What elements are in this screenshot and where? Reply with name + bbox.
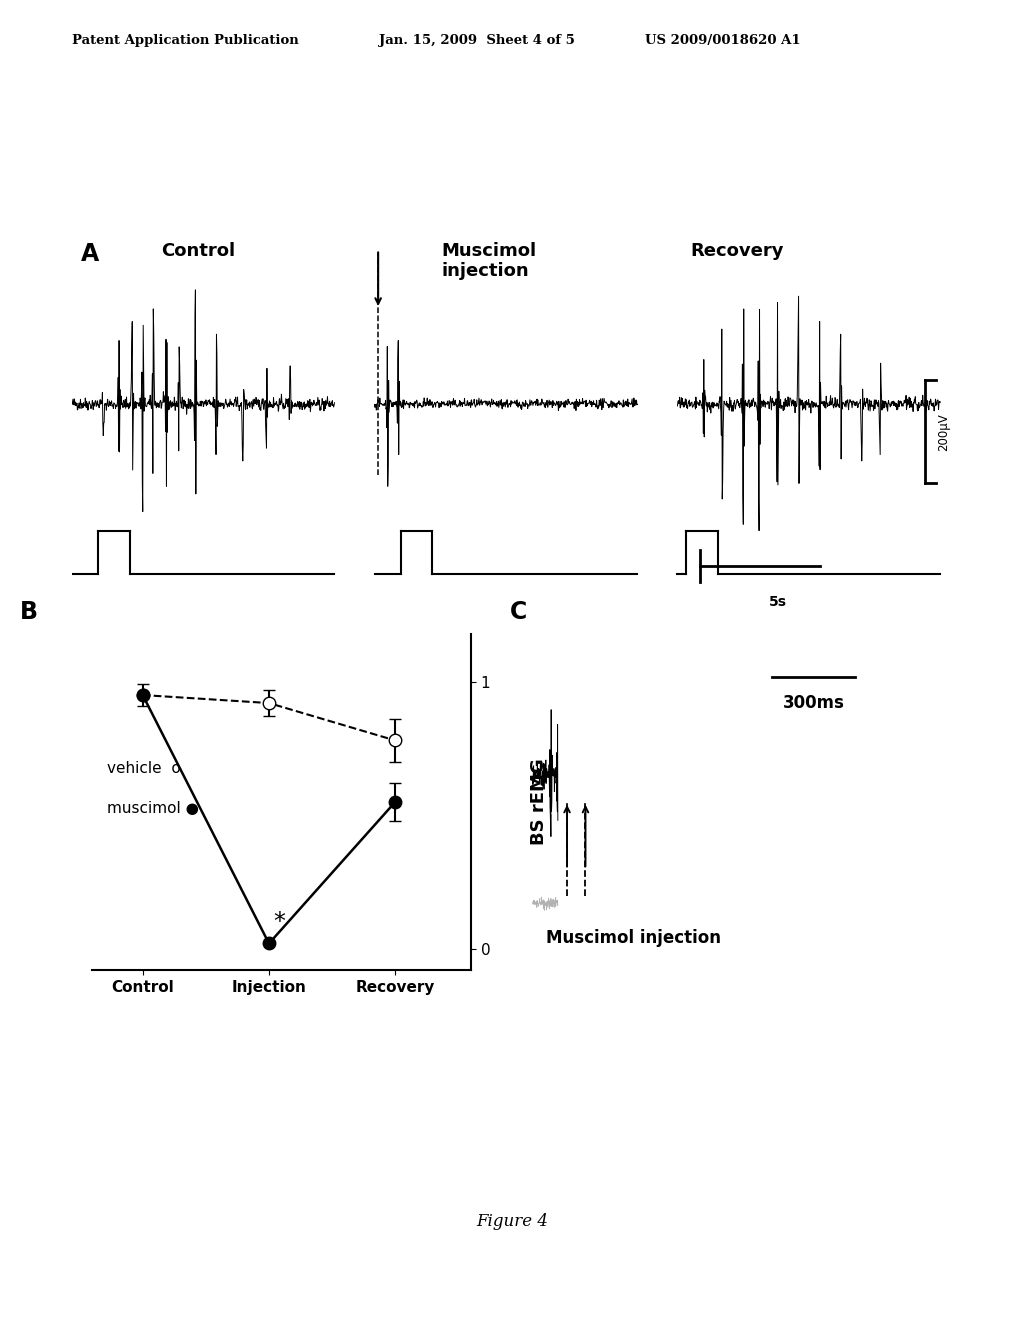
Text: Muscimol injection: Muscimol injection bbox=[547, 929, 721, 948]
Text: Patent Application Publication: Patent Application Publication bbox=[72, 34, 298, 48]
Text: Control: Control bbox=[161, 242, 234, 260]
Text: Muscimol
injection: Muscimol injection bbox=[441, 242, 537, 280]
Text: *: * bbox=[273, 909, 285, 935]
Text: muscimol ●: muscimol ● bbox=[108, 801, 200, 816]
Text: vehicle  o: vehicle o bbox=[108, 760, 181, 776]
Text: Figure 4: Figure 4 bbox=[476, 1213, 548, 1229]
Text: B: B bbox=[20, 599, 38, 624]
Text: BS rEMG: BS rEMG bbox=[530, 759, 548, 845]
Text: Jan. 15, 2009  Sheet 4 of 5: Jan. 15, 2009 Sheet 4 of 5 bbox=[379, 34, 574, 48]
Text: US 2009/0018620 A1: US 2009/0018620 A1 bbox=[645, 34, 801, 48]
Text: 300ms: 300ms bbox=[782, 693, 845, 711]
Text: A: A bbox=[81, 242, 99, 265]
Text: Recovery: Recovery bbox=[691, 242, 784, 260]
Text: 5s: 5s bbox=[769, 595, 786, 609]
Text: 200μV: 200μV bbox=[938, 413, 950, 450]
Text: C: C bbox=[510, 599, 526, 624]
